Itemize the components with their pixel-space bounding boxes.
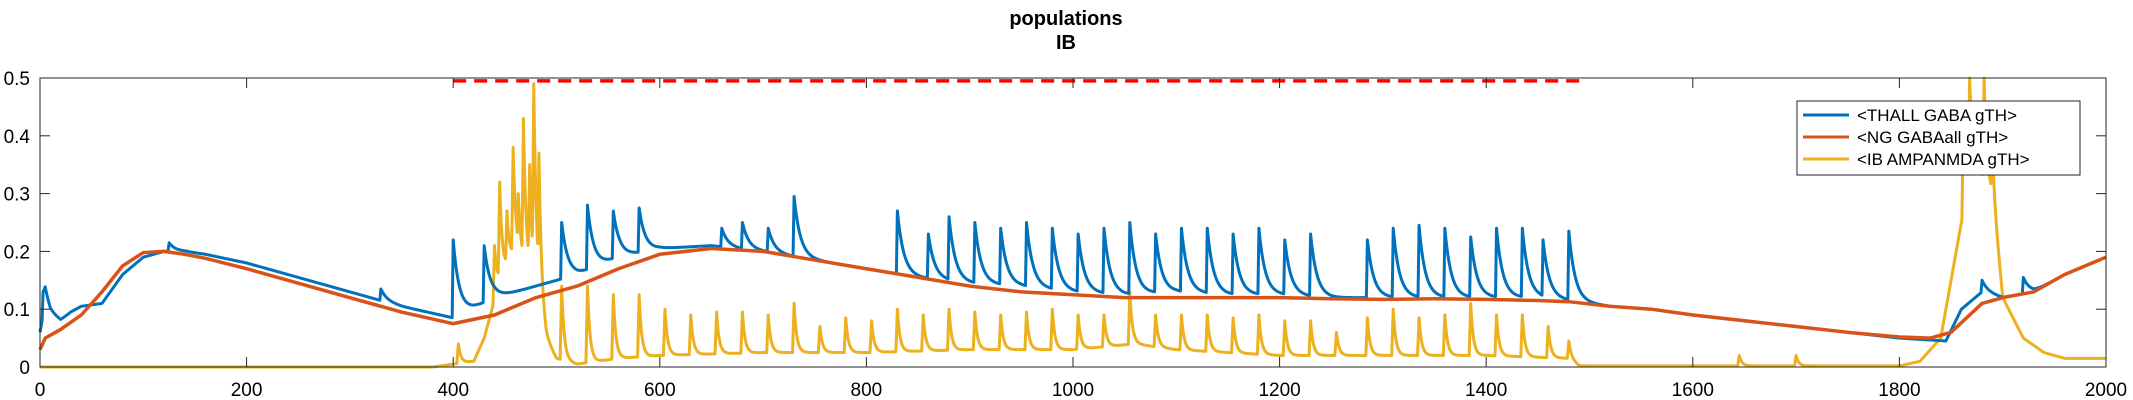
legend[interactable]: <THALL GABA gTH> <NG GABAall gTH> <IB AMPA… <box>1796 100 2081 176</box>
x-tick-label: 0 <box>35 380 46 400</box>
x-tick-label: 600 <box>644 380 676 400</box>
y-tick-label: 0.4 <box>4 127 31 148</box>
x-tick-label: 1600 <box>1672 380 1714 400</box>
y-tick-label: 0.1 <box>4 300 30 321</box>
chart-subtitle: IB <box>1056 32 1076 54</box>
legend-label: <NG GABAall gTH> <box>1857 128 2008 147</box>
x-tick-label: 1800 <box>1878 380 1920 400</box>
x-tick-label: 400 <box>437 380 469 400</box>
x-tick-label: 2000 <box>2085 380 2127 400</box>
series-line-thall-gaba <box>38 194 2107 343</box>
x-tick-label: 200 <box>231 380 263 400</box>
series-layer <box>38 76 2107 369</box>
chart-title: populations <box>1009 8 1122 30</box>
axes-box <box>39 77 2107 368</box>
y-tick-label: 0.3 <box>4 185 30 206</box>
x-tick-label: 1000 <box>1052 380 1094 400</box>
x-tick-label: 800 <box>851 380 883 400</box>
y-tick-label: 0 <box>19 358 30 379</box>
ticks-layer: 0 200 400 600 800 1000 1200 1400 1600 1800 2000 0 0.… <box>4 69 2128 400</box>
series-line-ng-gabaall <box>38 246 2107 351</box>
x-tick-label: 1200 <box>1258 380 1300 400</box>
series-line-ib-ampanmda <box>39 76 2107 369</box>
legend-label: <IB AMPANMDA gTH> <box>1857 150 2030 169</box>
y-tick-label: 0.2 <box>4 242 30 263</box>
x-tick-label: 1400 <box>1465 380 1507 400</box>
legend-label: <THALL GABA gTH> <box>1857 106 2017 125</box>
y-tick-label: 0.5 <box>4 69 30 90</box>
